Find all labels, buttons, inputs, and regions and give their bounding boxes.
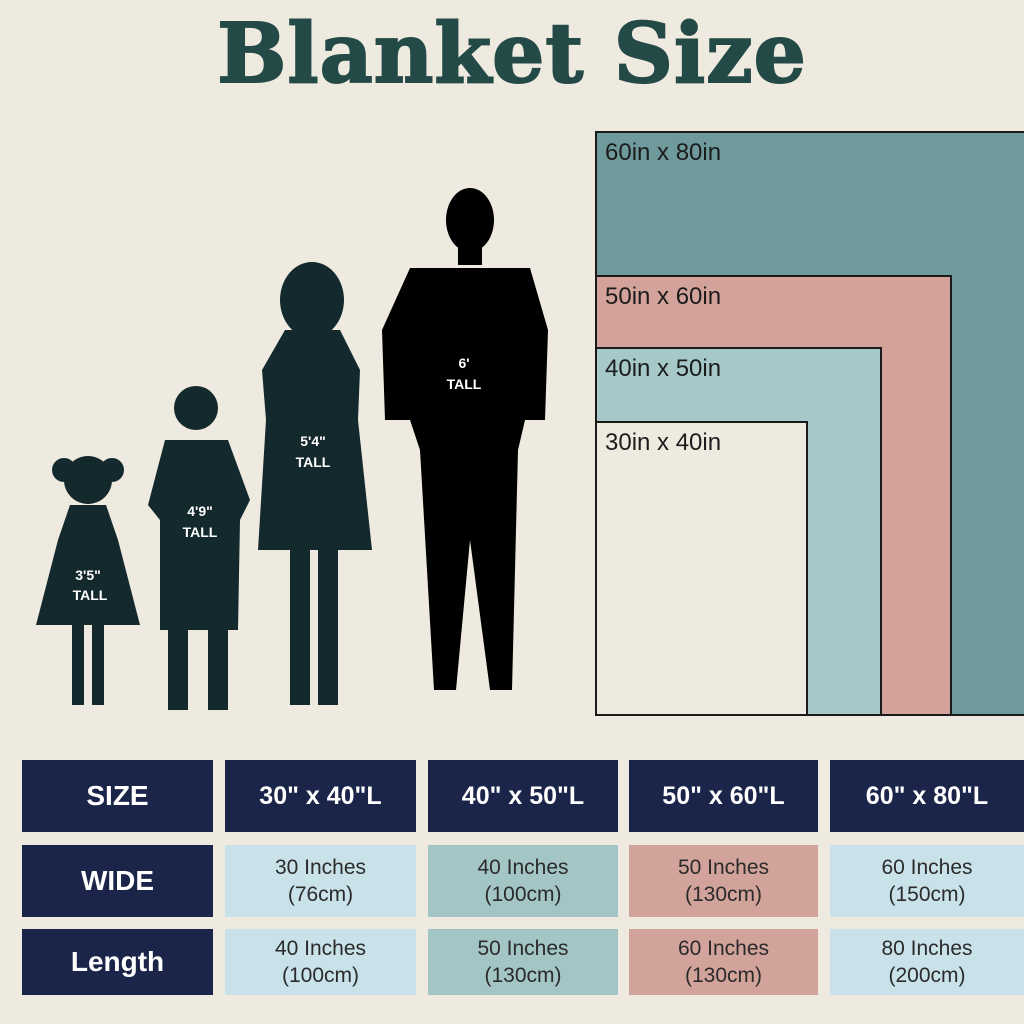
inches: 50 Inches xyxy=(677,856,770,879)
man-tall-label: TALL xyxy=(447,376,482,392)
inches: 30 Inches xyxy=(274,856,367,879)
man-height: 6' xyxy=(458,355,469,371)
page-title: Blanket Size xyxy=(216,5,807,103)
size-header: 30" x 40"L xyxy=(225,760,416,832)
size-header: 60" x 80"L xyxy=(830,760,1024,832)
inches: 60 Inches xyxy=(881,856,973,879)
size-header: 40" x 50"L xyxy=(428,760,618,832)
woman-silhouette xyxy=(258,262,372,705)
blanket-label: 50in x 60in xyxy=(605,283,722,310)
blanket-30x40: 30in x 40in xyxy=(595,421,808,716)
boy-silhouette xyxy=(148,386,250,710)
row-header-wide: WIDE xyxy=(22,845,213,917)
inches: 40 Inches xyxy=(477,856,569,879)
blanket-label: 60in x 80in xyxy=(605,139,722,166)
girl-tall-label: TALL xyxy=(73,587,108,603)
wide-cell: 30 Inches (76cm) xyxy=(225,845,416,917)
length-cell: 50 Inches (130cm) xyxy=(428,929,618,995)
size-header: 50" x 60"L xyxy=(629,760,818,832)
length-cell: 80 Inches (200cm) xyxy=(830,929,1024,995)
length-cell: 60 Inches (130cm) xyxy=(629,929,818,995)
blanket-label: 30in x 40in xyxy=(605,429,722,456)
cm: (130cm) xyxy=(684,883,763,906)
woman-height: 5'4" xyxy=(300,433,326,449)
wide-cell: 60 Inches (150cm) xyxy=(830,845,1024,917)
wide-cell: 40 Inches (100cm) xyxy=(428,845,618,917)
cm: (76cm) xyxy=(287,883,354,906)
boy-tall-label: TALL xyxy=(183,524,218,540)
girl-silhouette xyxy=(36,456,140,705)
man-silhouette xyxy=(382,188,548,690)
blanket-label: 40in x 50in xyxy=(605,355,722,382)
people-silhouettes: 3'5" TALL 4'9" TALL 5'4" TALL 6' TALL xyxy=(36,188,548,710)
cm: (200cm) xyxy=(888,964,966,987)
boy-height: 4'9" xyxy=(187,503,213,519)
woman-tall-label: TALL xyxy=(296,454,331,470)
length-cell: 40 Inches (100cm) xyxy=(225,929,416,995)
inches: 40 Inches xyxy=(274,937,367,960)
inches: 60 Inches xyxy=(677,937,770,960)
inches: 50 Inches xyxy=(477,937,569,960)
cm: (100cm) xyxy=(484,883,562,906)
inches: 80 Inches xyxy=(881,937,973,960)
cm: (130cm) xyxy=(484,964,562,987)
row-header-size: SIZE xyxy=(22,760,213,832)
cm: (100cm) xyxy=(281,964,360,987)
row-header-length: Length xyxy=(22,929,213,995)
girl-height: 3'5" xyxy=(75,567,101,583)
cm: (150cm) xyxy=(888,883,966,906)
cm: (130cm) xyxy=(684,964,763,987)
wide-cell: 50 Inches (130cm) xyxy=(629,845,818,917)
